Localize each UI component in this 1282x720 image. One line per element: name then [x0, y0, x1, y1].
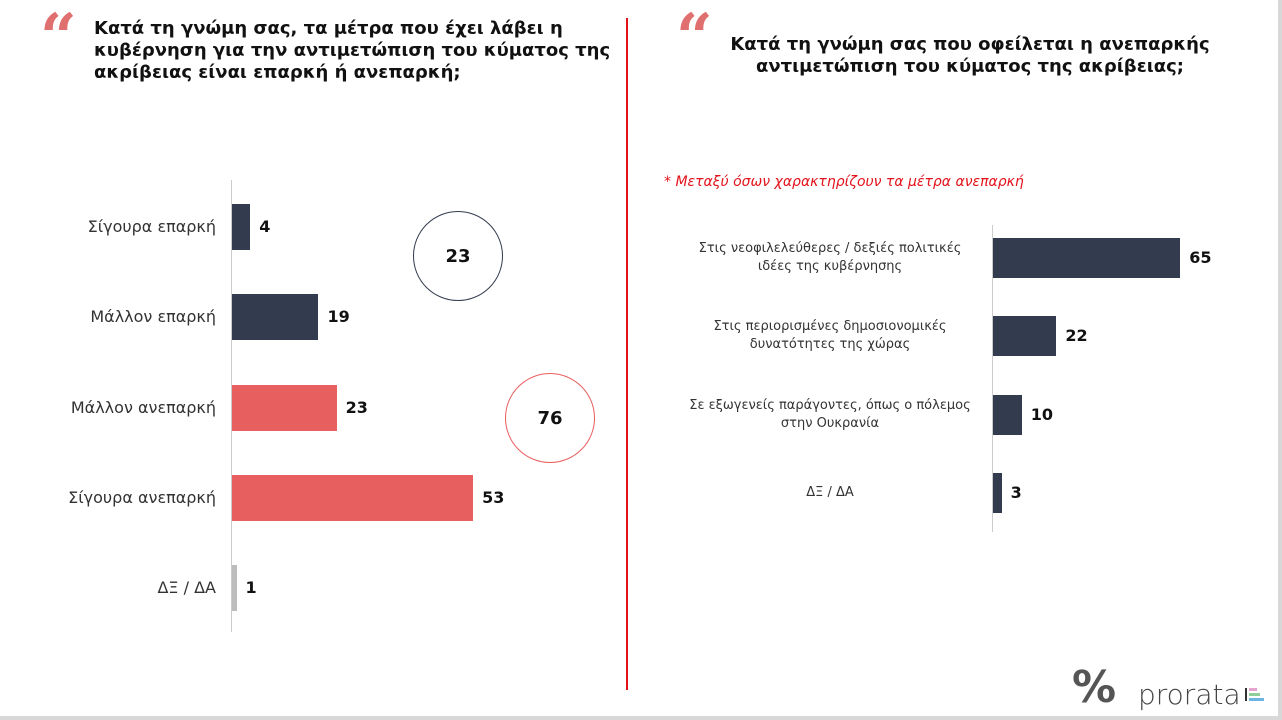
- right-border: [1278, 0, 1282, 720]
- logo-bars-icon: [1244, 688, 1264, 701]
- percent-icon: %: [1072, 662, 1117, 713]
- value-label: 65: [1189, 248, 1212, 267]
- bottom-border: [0, 716, 1282, 720]
- quote-icon: “: [40, 0, 77, 75]
- category-label: Σίγουρα ανεπαρκή: [68, 487, 216, 507]
- bar: [232, 204, 251, 250]
- value-label: 3: [1010, 482, 1022, 502]
- value-label: 53: [482, 487, 505, 507]
- value-label: 23: [345, 397, 368, 417]
- bar: [232, 565, 237, 612]
- bar: [232, 384, 337, 431]
- right-axis: [992, 225, 993, 532]
- bar: [232, 294, 319, 341]
- value-label: 10: [1030, 404, 1054, 424]
- bar: [993, 394, 1022, 435]
- divider: [626, 18, 628, 690]
- category-label: ΔΞ / ΔΑ: [157, 578, 216, 598]
- quote-icon: “: [676, 0, 713, 75]
- logo-text: prorata: [1138, 678, 1241, 711]
- value-label: 22: [1065, 326, 1088, 346]
- note: * Μεταξύ όσων χαρακτηρίζουν τα μέτρα ανε…: [664, 174, 1024, 190]
- category-label: Μάλλον επαρκή: [90, 307, 216, 327]
- category-label: Σίγουρα επαρκή: [87, 217, 216, 236]
- bar: [993, 238, 1181, 278]
- right-title: Κατά τη γνώμη σας που οφείλεται η ανεπαρ…: [730, 34, 1210, 77]
- bar: [232, 474, 474, 521]
- category-label: Στις περιορισμένες δημοσιονομικές δυνατό…: [713, 319, 947, 353]
- category-label: Στις νεοφιλελεύθερες / δεξιές πολιτικές …: [698, 241, 962, 274]
- category-label: Σε εξωγενείς παράγοντες, όπως ο πόλεμος …: [689, 397, 971, 431]
- category-label: Μάλλον ανεπαρκή: [70, 397, 216, 417]
- bar: [993, 472, 1002, 513]
- value-label: 4: [259, 217, 271, 236]
- category-label: ΔΞ / ΔΑ: [806, 484, 854, 500]
- circle-adequate-total: 23: [413, 211, 503, 301]
- left-title: Κατά τη γνώμη σας, τα μέτρα που έχει λάβ…: [94, 18, 611, 83]
- value-label: 1: [245, 578, 257, 598]
- value-label: 19: [327, 307, 350, 327]
- bar: [993, 316, 1057, 357]
- left-axis: [231, 180, 232, 632]
- logo: prorata: [1138, 678, 1264, 711]
- circle-inadequate-total: 76: [505, 373, 595, 463]
